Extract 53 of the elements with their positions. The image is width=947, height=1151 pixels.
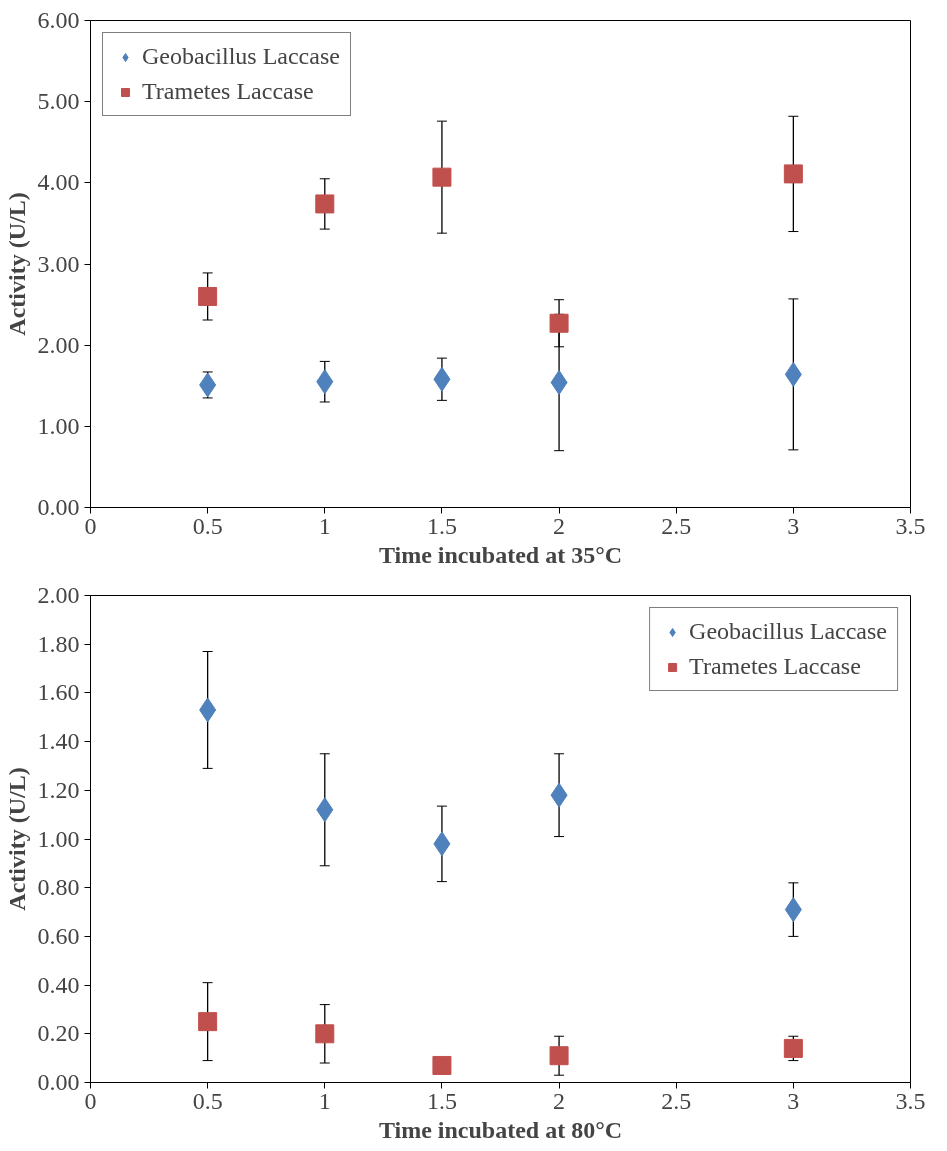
x-tick-label: 3.5 [895, 1087, 926, 1114]
y-tick-label: 1.20 [37, 776, 80, 803]
x-tick-label: 3 [787, 512, 800, 539]
y-axis-title: Activity (U/L) [3, 192, 30, 336]
y-tick-label: 0.20 [37, 1020, 80, 1047]
x-tick-label: 1.5 [426, 1087, 457, 1114]
x-tick-label: 0 [84, 512, 97, 539]
x-tick-label: 0.5 [192, 512, 223, 539]
x-tick-label: 2 [553, 512, 566, 539]
y-tick-label: 2.00 [37, 331, 80, 358]
y-tick-label: 4.00 [37, 169, 80, 196]
x-axis-title: Time incubated at 80°C [378, 1116, 623, 1143]
y-tick-label: 5.00 [37, 88, 80, 115]
point [432, 1055, 452, 1075]
y-tick-label: 1.00 [37, 825, 80, 852]
y-tick-label: 0.60 [37, 922, 80, 949]
legend-label: Trametes Laccase [142, 78, 314, 105]
x-tick-label: 0.5 [192, 1087, 223, 1114]
y-tick-label: 1.40 [37, 728, 80, 755]
x-tick-label: 0 [84, 1087, 97, 1114]
x-tick-label: 1 [318, 512, 331, 539]
x-tick-label: 2.5 [661, 1087, 692, 1114]
y-tick-label: 1.80 [37, 630, 80, 657]
legend-label: Geobacillus Laccase [142, 43, 340, 70]
legend-label: Geobacillus Laccase [689, 618, 887, 645]
point [198, 286, 218, 306]
x-tick-label: 2.5 [661, 512, 692, 539]
point [549, 313, 569, 333]
y-tick-label: 0.40 [37, 971, 80, 998]
point [315, 1024, 335, 1044]
x-axis-title: Time incubated at 35°C [378, 541, 623, 568]
point [783, 1038, 803, 1058]
y-tick-label: 0.00 [37, 494, 80, 520]
y-tick-label: 2.00 [37, 582, 80, 608]
point [549, 1046, 569, 1066]
x-tick-label: 1.5 [426, 512, 457, 539]
y-tick-label: 6.00 [37, 7, 80, 33]
y-axis-title: Activity (U/L) [3, 767, 30, 911]
y-tick-label: 1.60 [37, 679, 80, 706]
point [315, 194, 335, 214]
legend-label: Trametes Laccase [689, 653, 861, 680]
y-tick-label: 0.80 [37, 874, 80, 901]
x-tick-label: 2 [553, 1087, 566, 1114]
point [550, 370, 568, 395]
y-tick-label: 3.00 [37, 250, 80, 277]
x-tick-label: 3.5 [895, 512, 926, 539]
point [198, 1012, 218, 1032]
point [783, 164, 803, 184]
x-tick-label: 3 [787, 1087, 800, 1114]
x-tick-label: 1 [318, 1087, 331, 1114]
y-tick-label: 1.00 [37, 412, 80, 439]
y-tick-label: 0.00 [37, 1069, 80, 1095]
point [432, 167, 452, 187]
